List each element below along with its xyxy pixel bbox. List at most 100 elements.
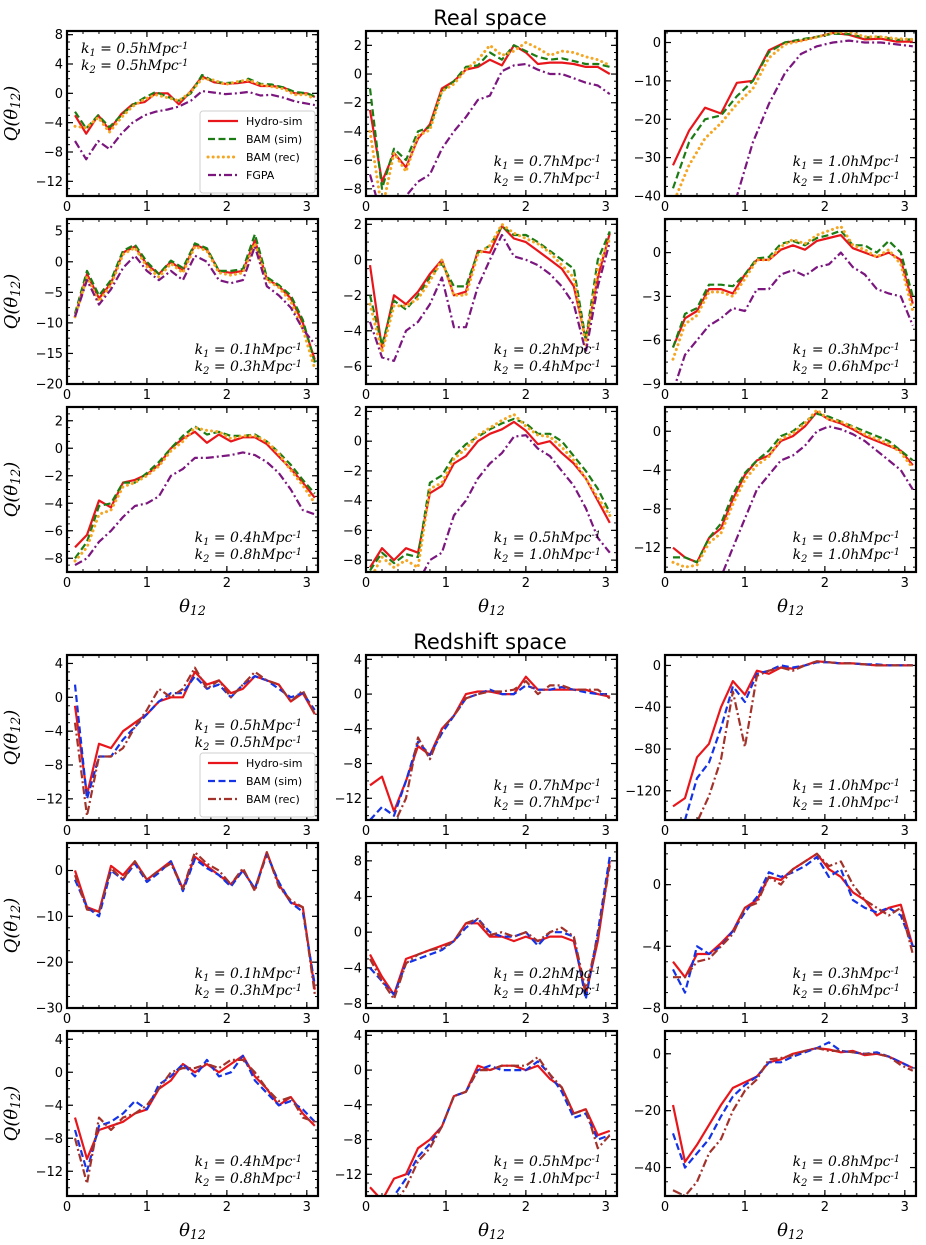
axes-frame: [364, 1029, 619, 1198]
annotation-k1: k1 = 0.4hMpc-1: [195, 530, 302, 548]
annotation-k2: k2 = 1.0hMpc-1: [793, 171, 900, 189]
axes-frame: [663, 405, 918, 574]
panel-z33: 0 1 2 3 −40 −20 0 k1 = 0.8hMpc-1k2 = 1.0hMpc-1 θ…: [634, 1029, 918, 1242]
y-tick-label: −4: [343, 125, 362, 140]
y-tick-label: 0: [55, 691, 63, 706]
annotation-k1: k1 = 0.5hMpc-1: [494, 530, 601, 548]
series-hydro-sim: [369, 860, 611, 996]
panel-r13: 0 1 2 3 −40 −30 −20 −10 0 k1 = 1.0hMpc-1k2 = 1.0h…: [634, 29, 918, 215]
y-tick-label: −20: [36, 956, 63, 971]
x-tick-label: 3: [602, 824, 610, 839]
y-tick-label: 0: [55, 442, 63, 457]
axes-frame: [65, 29, 320, 198]
y-tick-label: 8: [55, 28, 63, 43]
series-bam-sim: [671, 1041, 914, 1169]
panel-z32: 0 1 2 3 −12 −8 −4 0 4 k1 = 0.5hMpc-1k2 = 1.0hMpc-…: [335, 1029, 619, 1242]
panel-r23: 0 1 2 3 −9 −6 −3 0 k1 = 0.3hMpc-1k2 = 0.6hMpc-1: [642, 217, 918, 403]
annotation-k1: k1 = 0.5hMpc-1: [195, 718, 302, 736]
y-tick-label: 4: [55, 58, 63, 73]
axes-frame: [364, 29, 619, 198]
series-bam-sim: [683, 661, 913, 820]
annotation-k2: k2 = 1.0hMpc-1: [494, 547, 601, 565]
x-tick-label: 0: [362, 200, 370, 215]
x-tick-label: 3: [602, 1012, 610, 1027]
x-tick-label: 0: [63, 576, 71, 591]
annotation-k1: k1 = 0.7hMpc-1: [494, 154, 601, 172]
x-tick-label: 0: [63, 824, 71, 839]
x-tick-label: 1: [741, 576, 749, 591]
y-tick-label: −30: [36, 1002, 63, 1017]
y-tick-label: 0: [354, 1064, 362, 1079]
y-tick-label: −8: [343, 997, 362, 1012]
x-tick-label: 3: [602, 388, 610, 403]
series-fgpa: [368, 62, 611, 196]
annotation-k1: k1 = 0.5hMpc-1: [494, 1154, 601, 1172]
y-tick-label: 0: [354, 68, 362, 83]
y-tick-label: −12: [335, 792, 362, 807]
y-tick-label: −80: [634, 742, 661, 757]
annotation-k1: k1 = 0.8hMpc-1: [793, 530, 900, 548]
x-tick-label: 2: [821, 200, 829, 215]
annotation-k1: k1 = 1.0hMpc-1: [793, 778, 900, 796]
y-tick-label: −4: [642, 464, 661, 479]
y-tick-label: −8: [343, 757, 362, 772]
real-space-title: Real space: [433, 6, 547, 30]
x-tick-label: 2: [223, 576, 231, 591]
series-hydro-sim: [671, 234, 914, 348]
x-tick-label: 3: [901, 576, 909, 591]
y-tick-label: −20: [634, 1104, 661, 1119]
axes-frame: [364, 217, 619, 386]
y-tick-label: −8: [343, 182, 362, 197]
axes-frame: [364, 841, 619, 1010]
y-tick-label: −6: [343, 154, 362, 169]
x-tick-label: 2: [223, 1200, 231, 1215]
legend-entry: Hydro-sim: [246, 757, 302, 770]
y-tick-label: −6: [44, 524, 63, 539]
y-axis-label: Q(θ12): [1, 710, 23, 766]
y-tick-label: −40: [634, 701, 661, 716]
y-tick-label: −8: [343, 554, 362, 569]
x-tick-label: 0: [661, 824, 669, 839]
x-tick-label: 0: [661, 200, 669, 215]
y-tick-label: 0: [653, 659, 661, 674]
y-tick-label: −6: [642, 334, 661, 349]
series-bam-sim: [672, 855, 914, 994]
series-hydro-sim: [74, 430, 316, 549]
legend-entry: BAM (rec): [246, 151, 300, 164]
x-tick-label: 3: [303, 200, 311, 215]
x-tick-label: 1: [442, 200, 450, 215]
panel-z23: 0 1 2 3 −8 −4 0 k1 = 0.3hMpc-1k2 = 0.6hMpc-1: [642, 841, 918, 1027]
y-tick-label: −40: [634, 190, 661, 205]
x-tick-label: 3: [901, 388, 909, 403]
annotation-k2: k2 = 0.6hMpc-1: [793, 359, 900, 377]
annotation-k2: k2 = 0.7hMpc-1: [494, 795, 601, 813]
y-tick-label: −120: [625, 784, 661, 799]
y-tick-label: −2: [343, 289, 362, 304]
panel-z31: 0 1 2 3 −12 −8 −4 0 4 k1 = 0.4hMpc-1k2 = 0.8hMpc-…: [1, 1029, 320, 1242]
series-bam-sim: [73, 1054, 316, 1173]
x-tick-label: 2: [821, 1200, 829, 1215]
y-tick-label: 0: [55, 864, 63, 879]
annotation-k1: k1 = 1.0hMpc-1: [793, 154, 900, 172]
y-tick-label: 2: [354, 218, 362, 233]
y-tick-label: −12: [335, 1168, 362, 1183]
axes-frame: [65, 217, 320, 386]
annotation-k1: k1 = 0.1hMpc-1: [195, 966, 302, 984]
x-tick-label: 3: [602, 1200, 610, 1215]
y-tick-label: −8: [44, 1132, 63, 1147]
y-tick-label: −2: [44, 469, 63, 484]
x-tick-label: 2: [223, 1012, 231, 1027]
series-bam-rec: [671, 224, 915, 361]
annotation-k1: k1 = 0.3hMpc-1: [793, 342, 900, 360]
x-tick-label: 0: [63, 1012, 71, 1027]
x-tick-label: 2: [522, 576, 530, 591]
annotation-k2: k2 = 0.8hMpc-1: [195, 1171, 302, 1189]
panel-z11: 0 1 2 3 −12 −8 −4 0 4 k1 = 0.5hMpc-1k2 = 0.5hMpc-…: [1, 653, 320, 839]
series-bam-sim: [73, 233, 316, 363]
x-tick-label: 2: [522, 1200, 530, 1215]
panel-z13: 0 1 2 3 −120 −80 −40 0 k1 = 1.0hMpc-1k2 = 1.0hMp…: [625, 653, 918, 839]
x-tick-label: 3: [602, 576, 610, 591]
axes-frame: [364, 405, 619, 574]
annotation-k1: k1 = 0.2hMpc-1: [494, 342, 601, 360]
y-tick-label: −6: [343, 524, 362, 539]
